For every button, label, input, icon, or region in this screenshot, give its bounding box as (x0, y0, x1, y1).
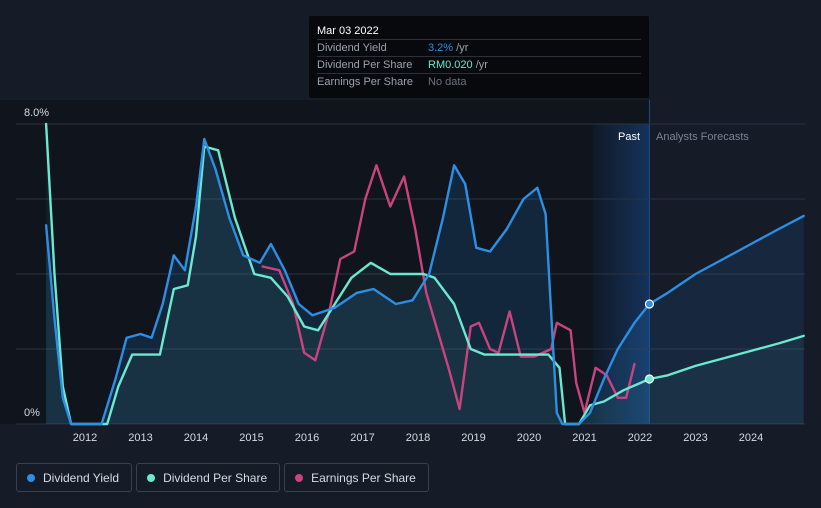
legend-item-dividend-per-share[interactable]: Dividend Per Share (136, 463, 281, 492)
legend: Dividend Yield Dividend Per Share Earnin… (16, 463, 429, 492)
dividend-per-share-forecast-line (648, 334, 805, 381)
x-tick-label: 2018 (406, 432, 430, 444)
tooltip-date: Mar 03 2022 (317, 16, 641, 40)
tooltip-value: RM0.020 /yr (428, 59, 488, 71)
legend-dot-icon (27, 473, 35, 482)
dividend-per-share-marker (644, 374, 655, 384)
legend-label: Earnings Per Share (311, 470, 416, 485)
tooltip-label: Earnings Per Share (317, 76, 413, 88)
y-tick-min: 0% (24, 407, 40, 419)
x-tick-label: 2016 (295, 432, 319, 444)
forecast-label: Analysts Forecasts (656, 131, 749, 143)
x-tick-label: 2015 (239, 432, 263, 444)
x-tick-label: 2021 (572, 432, 596, 444)
legend-dot-icon (147, 473, 156, 482)
tooltip-row-dividend-yield: Dividend Yield 3.2% /yr (317, 40, 641, 57)
x-tick-label: 2014 (184, 432, 208, 444)
tooltip-row-earnings-per-share: Earnings Per Share No data (317, 74, 641, 90)
earnings-per-share-line (261, 164, 636, 414)
legend-dot-icon (295, 473, 304, 482)
tooltip-label: Dividend Yield (317, 42, 387, 54)
x-tick-label: 2023 (683, 432, 707, 444)
x-tick-label: 2013 (128, 432, 152, 444)
past-label: Past (618, 131, 640, 143)
legend-item-dividend-yield[interactable]: Dividend Yield (16, 463, 133, 492)
legend-label: Dividend Per Share (163, 470, 268, 485)
dividend-yield-forecast-area (649, 215, 804, 424)
x-tick-label: 2017 (350, 432, 374, 444)
dividend-per-share-area (46, 124, 650, 424)
dividend-per-share-forecast-area (649, 335, 804, 424)
x-tick-label: 2020 (517, 432, 541, 444)
dividend-yield-forecast-line (648, 214, 805, 306)
dividend-yield-marker (644, 299, 655, 309)
y-tick-max: 8.0% (24, 107, 49, 119)
tooltip: Mar 03 2022 Dividend Yield 3.2% /yr Divi… (309, 16, 649, 98)
tooltip-value: No data (428, 76, 467, 88)
tooltip-row-dividend-per-share: Dividend Per Share RM0.020 /yr (317, 57, 641, 74)
legend-label: Dividend Yield (43, 470, 120, 485)
x-tick-label: 2022 (628, 432, 652, 444)
dividend-yield-line (44, 137, 651, 426)
tooltip-label: Dividend Per Share (317, 59, 413, 71)
past-region-bg (0, 100, 650, 424)
x-tick-label: 2024 (739, 432, 763, 444)
legend-item-earnings-per-share[interactable]: Earnings Per Share (284, 463, 429, 492)
tooltip-value: 3.2% /yr (428, 42, 469, 54)
x-tick-label: 2019 (461, 432, 485, 444)
x-tick-label: 2012 (73, 432, 97, 444)
